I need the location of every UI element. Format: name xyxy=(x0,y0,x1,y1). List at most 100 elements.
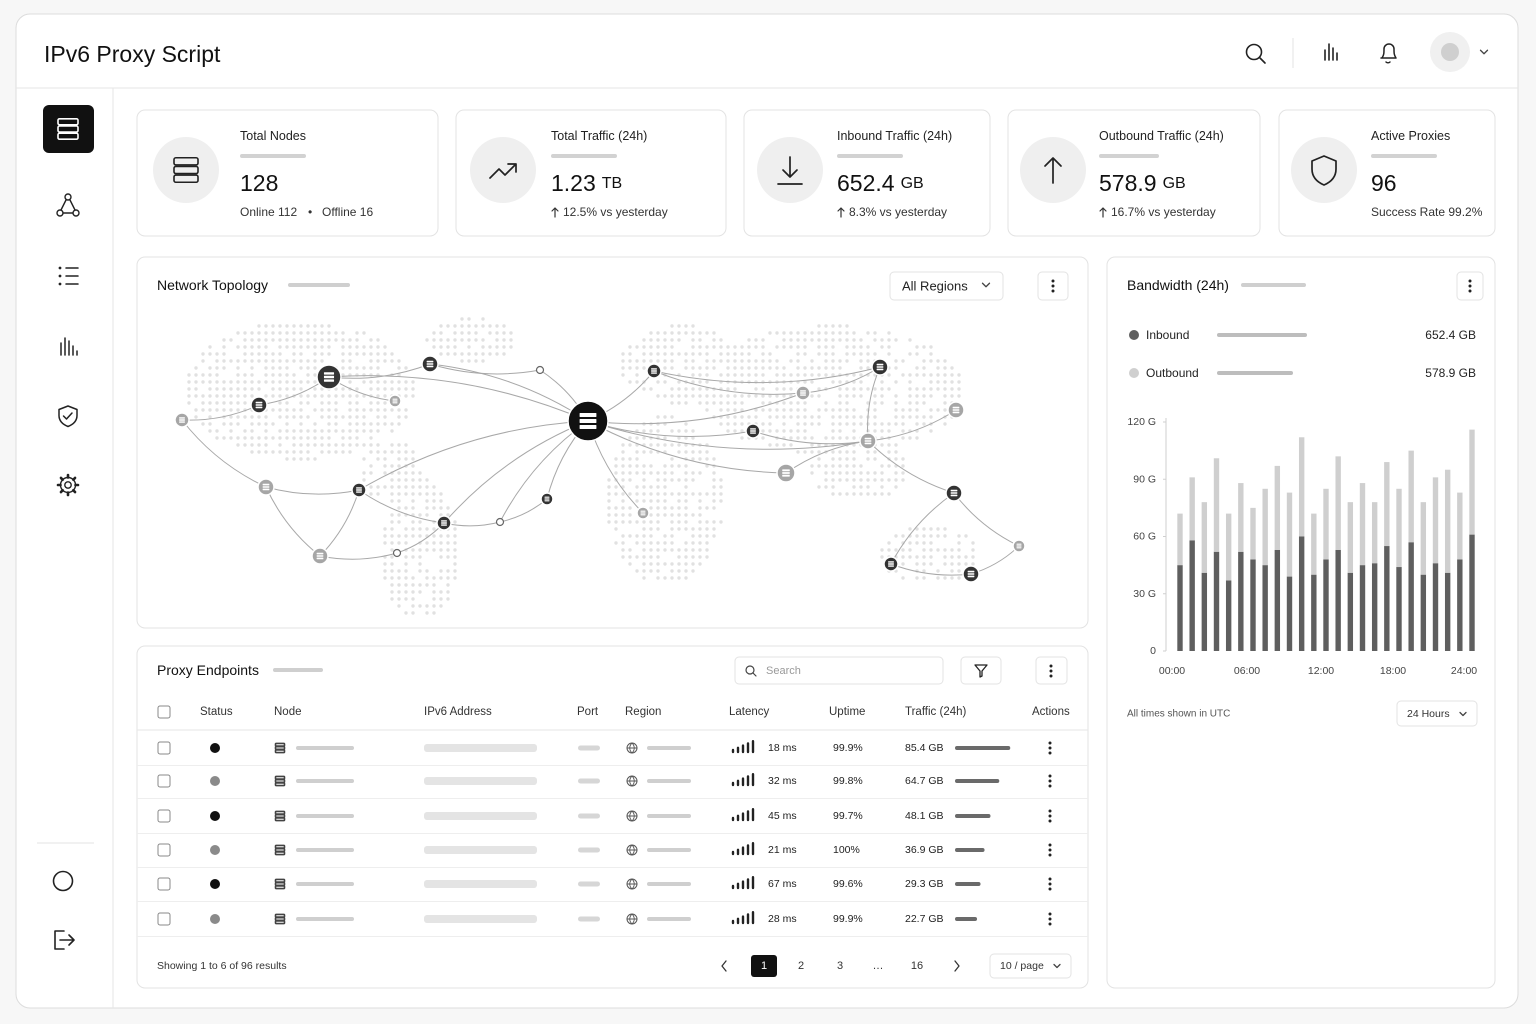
proxy-node[interactable] xyxy=(745,423,761,439)
map-dot xyxy=(677,499,681,503)
search-input[interactable] xyxy=(734,656,944,685)
checkbox[interactable] xyxy=(157,809,171,823)
bullet xyxy=(58,282,62,286)
idle-node[interactable] xyxy=(388,394,402,408)
page-button[interactable]: … xyxy=(873,960,884,972)
proxy-node[interactable] xyxy=(316,364,342,390)
map-dot xyxy=(880,471,884,475)
more-button[interactable] xyxy=(1468,279,1472,293)
hub-node[interactable] xyxy=(567,400,609,442)
map-dot xyxy=(397,478,401,482)
map-dot xyxy=(929,541,933,545)
idle-node[interactable] xyxy=(776,463,796,483)
filter-button[interactable] xyxy=(960,656,1002,685)
idle-node[interactable] xyxy=(257,478,275,496)
node-glyph xyxy=(179,421,185,423)
map-dot xyxy=(712,506,716,510)
relay-node[interactable] xyxy=(392,548,402,558)
more-button[interactable] xyxy=(1051,279,1055,293)
map-dot xyxy=(306,450,310,454)
prev-page xyxy=(721,960,727,972)
map-dot xyxy=(747,338,751,342)
checkbox[interactable] xyxy=(157,877,171,891)
idle-node[interactable] xyxy=(859,432,877,450)
notification-button xyxy=(1380,43,1397,64)
map-dot xyxy=(915,422,919,426)
idle-node[interactable] xyxy=(174,412,190,428)
map-dot xyxy=(418,583,422,587)
map-dot xyxy=(705,359,709,363)
checkbox[interactable] xyxy=(157,912,171,926)
region-dropdown[interactable] xyxy=(889,271,1004,301)
proxy-node[interactable] xyxy=(351,482,367,498)
proxy-node[interactable] xyxy=(871,358,889,376)
idle-node[interactable] xyxy=(311,547,329,565)
idle-node[interactable] xyxy=(636,506,650,520)
map-dot xyxy=(383,457,387,461)
map-dot xyxy=(733,394,737,398)
range-select[interactable] xyxy=(1396,700,1478,727)
nav-settings[interactable] xyxy=(56,473,80,497)
row-actions[interactable] xyxy=(1048,741,1052,755)
relay-node[interactable] xyxy=(535,365,545,375)
row-actions[interactable] xyxy=(1048,774,1052,788)
row-actions[interactable] xyxy=(1048,877,1052,891)
proxy-node[interactable] xyxy=(540,492,554,506)
map-dot xyxy=(404,387,408,391)
map-dot xyxy=(621,492,625,496)
proxy-node[interactable] xyxy=(646,363,662,379)
page-button[interactable]: 2 xyxy=(798,960,804,972)
proxy-node[interactable] xyxy=(421,355,439,373)
checkbox[interactable] xyxy=(157,741,171,755)
map-dot xyxy=(691,338,695,342)
nav-topology[interactable] xyxy=(56,193,80,217)
uptime: 99.7% xyxy=(833,810,863,822)
map-dot xyxy=(383,471,387,475)
range-label: 24 Hours xyxy=(1407,708,1450,720)
map-dot xyxy=(740,373,744,377)
map-dot xyxy=(383,345,387,349)
map-dot xyxy=(355,422,359,426)
proxy-node[interactable] xyxy=(945,484,963,502)
nav-help[interactable] xyxy=(52,870,74,892)
node-glyph xyxy=(544,498,550,500)
idle-node[interactable] xyxy=(947,401,965,419)
nav-dashboard[interactable] xyxy=(43,105,94,153)
page-button[interactable]: 1 xyxy=(761,960,767,972)
checkbox[interactable] xyxy=(157,705,171,719)
row-actions[interactable] xyxy=(1048,843,1052,857)
map-dot xyxy=(824,436,828,440)
map-dot xyxy=(446,338,450,342)
gear-tooth xyxy=(72,489,77,494)
search-button[interactable] xyxy=(1245,43,1266,64)
row-actions[interactable] xyxy=(1048,912,1052,926)
proxy-node[interactable] xyxy=(250,396,268,414)
map-dot xyxy=(243,429,247,433)
map-dot xyxy=(663,345,667,349)
checkbox[interactable] xyxy=(157,843,171,857)
map-dot xyxy=(726,352,730,356)
more-button[interactable] xyxy=(1049,664,1053,678)
row-actions[interactable] xyxy=(1048,809,1052,823)
proxy-node[interactable] xyxy=(436,515,452,531)
idle-node[interactable] xyxy=(795,385,811,401)
proxy-node[interactable] xyxy=(962,565,980,583)
page-size-select[interactable] xyxy=(989,953,1072,979)
map-dot xyxy=(845,464,849,468)
active-page[interactable] xyxy=(751,955,777,977)
page-button[interactable]: 3 xyxy=(837,960,843,972)
map-dot xyxy=(355,408,359,412)
chevron-icon xyxy=(981,282,991,288)
idle-node[interactable] xyxy=(1012,539,1026,553)
checkbox[interactable] xyxy=(157,774,171,788)
proxy-node[interactable] xyxy=(883,556,899,572)
map-dot xyxy=(208,394,212,398)
node-icon xyxy=(64,193,72,201)
map-dot xyxy=(243,443,247,447)
map-dot xyxy=(684,359,688,363)
bar xyxy=(1298,536,1305,651)
map-dot xyxy=(390,569,394,573)
page-button[interactable]: 16 xyxy=(911,960,923,972)
nav-list[interactable] xyxy=(58,266,79,286)
relay-node[interactable] xyxy=(495,517,505,527)
